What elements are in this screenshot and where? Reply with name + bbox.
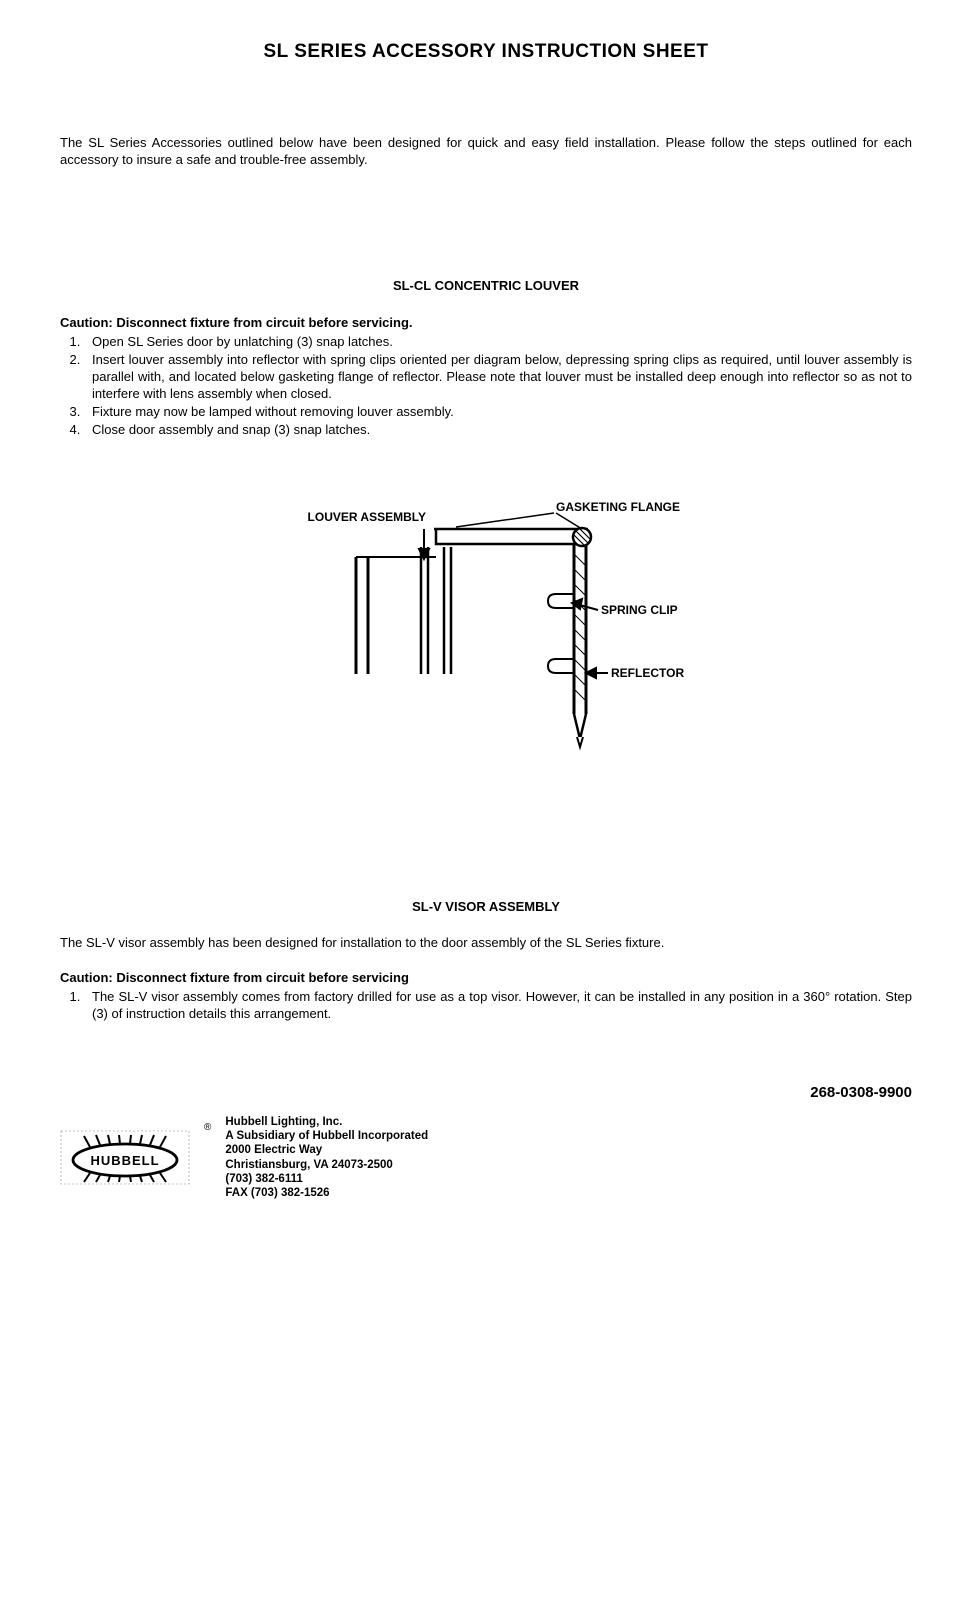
section-1-steps: Open SL Series door by unlatching (3) sn…	[60, 334, 912, 438]
list-item: Close door assembly and snap (3) snap la…	[84, 422, 912, 439]
company-fax: FAX (703) 382-1526	[225, 1186, 428, 1200]
diagram-label-reflector: REFLECTOR	[611, 666, 684, 680]
list-item: Open SL Series door by unlatching (3) sn…	[84, 334, 912, 351]
page-title: SL SERIES ACCESSORY INSTRUCTION SHEET	[60, 40, 912, 65]
company-name: Hubbell Lighting, Inc.	[225, 1115, 428, 1129]
svg-text:HUBBELL: HUBBELL	[90, 1153, 159, 1168]
list-item: Fixture may now be lamped without removi…	[84, 404, 912, 421]
company-address: Hubbell Lighting, Inc. A Subsidiary of H…	[225, 1115, 428, 1201]
intro-paragraph: The SL Series Accessories outlined below…	[60, 135, 912, 169]
document-number: 268-0308-9900	[60, 1083, 912, 1103]
company-sub: A Subsidiary of Hubbell Incorporated	[225, 1129, 428, 1143]
section-2-heading: SL-V VISOR ASSEMBLY	[60, 899, 912, 916]
diagram-label-spring: SPRING CLIP	[601, 603, 678, 617]
section-1-heading: SL-CL CONCENTRIC LOUVER	[60, 278, 912, 295]
diagram-label-gasketing: LOUVER ASSEMBLY	[308, 510, 426, 524]
registered-mark: ®	[204, 1121, 211, 1134]
louver-diagram: LOUVER ASSEMBLY GASKETING FLANGE SPRING …	[256, 499, 716, 759]
hubbell-logo: HUBBELL	[60, 1130, 190, 1185]
section-2-caution: Caution: Disconnect fixture from circuit…	[60, 970, 912, 987]
company-phone: (703) 382-6111	[225, 1172, 428, 1186]
company-addr2: Christiansburg, VA 24073-2500	[225, 1158, 428, 1172]
section-2-intro: The SL-V visor assembly has been designe…	[60, 935, 912, 952]
section-2-steps: The SL-V visor assembly comes from facto…	[60, 989, 912, 1023]
company-addr1: 2000 Electric Way	[225, 1143, 428, 1157]
list-item: The SL-V visor assembly comes from facto…	[84, 989, 912, 1023]
diagram-label-louver: GASKETING FLANGE	[556, 500, 680, 514]
list-item: Insert louver assembly into reflector wi…	[84, 352, 912, 403]
footer: 268-0308-9900	[60, 1083, 912, 1201]
section-1-caution: Caution: Disconnect fixture from circuit…	[60, 315, 912, 332]
